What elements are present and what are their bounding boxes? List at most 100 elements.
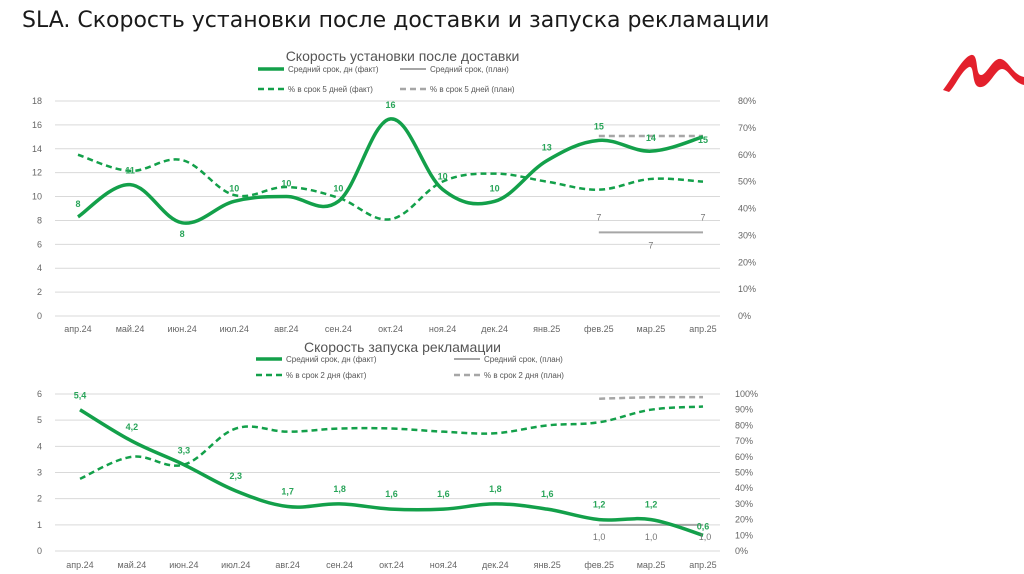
x-tick-label: янв.25 — [533, 324, 560, 334]
x-tick-label: окт.24 — [378, 324, 403, 334]
series-line-2 — [77, 153, 704, 221]
data-label: 1,7 — [281, 487, 294, 497]
y2-tick-label: 20% — [738, 257, 756, 267]
x-tick-label: июл.24 — [221, 560, 250, 570]
data-label: 4,2 — [126, 422, 139, 432]
data-label: 8 — [75, 199, 80, 209]
data-label: 2,3 — [229, 471, 242, 481]
data-label: 1,8 — [333, 484, 346, 494]
y-tick-label: 0 — [37, 311, 42, 321]
x-tick-label: июн.24 — [168, 324, 197, 334]
data-label: 10 — [333, 183, 343, 193]
legend-label: % в срок 2 дня (план) — [484, 371, 564, 380]
x-tick-label: дек.24 — [482, 560, 509, 570]
data-label: 3,3 — [178, 446, 191, 456]
brand-logo — [943, 54, 1024, 92]
data-label: 0,6 — [697, 521, 710, 531]
y-tick-label: 0 — [37, 546, 42, 556]
y-tick-label: 6 — [37, 389, 42, 399]
x-tick-label: апр.24 — [64, 324, 91, 334]
legend-item: % в срок 5 дней (план) — [400, 85, 515, 94]
chart-installation-speed: Скорость установки после доставкиСредний… — [32, 48, 756, 334]
y-tick-label: 5 — [37, 415, 42, 425]
logo-mark — [943, 54, 1024, 92]
data-label: 1,0 — [699, 532, 712, 542]
data-label: 16 — [385, 100, 395, 110]
data-label: 10 — [229, 183, 239, 193]
legend-label: Средний срок, (план) — [484, 355, 563, 364]
legend-item: Средний срок, дн (факт) — [258, 65, 379, 74]
x-tick-label: апр.25 — [689, 324, 716, 334]
x-tick-label: фев.25 — [584, 324, 614, 334]
y-tick-label: 6 — [37, 239, 42, 249]
data-label: 7 — [596, 212, 601, 222]
legend-item: % в срок 2 дня (факт) — [256, 371, 367, 380]
y2-tick-label: 30% — [735, 499, 753, 509]
x-tick-label: май.24 — [118, 560, 147, 570]
x-tick-label: апр.25 — [689, 560, 716, 570]
series-line-3 — [599, 395, 703, 400]
y2-tick-label: 0% — [735, 546, 748, 556]
x-tick-label: сен.24 — [325, 324, 352, 334]
y2-tick-label: 100% — [735, 389, 758, 399]
legend-label: Средний срок, дн (факт) — [288, 65, 379, 74]
chart-title: Скорость установки после доставки — [286, 48, 520, 64]
legend-label: % в срок 5 дней (план) — [430, 85, 515, 94]
y2-tick-label: 40% — [738, 204, 756, 214]
y2-tick-label: 40% — [735, 483, 753, 493]
data-label: 13 — [542, 143, 552, 153]
x-tick-label: авг.24 — [274, 324, 298, 334]
y-tick-label: 2 — [37, 287, 42, 297]
data-label: 1,6 — [437, 489, 450, 499]
data-label: 1,2 — [593, 500, 606, 510]
y2-tick-label: 70% — [735, 436, 753, 446]
x-tick-label: мар.25 — [637, 560, 666, 570]
x-tick-label: окт.24 — [379, 560, 404, 570]
x-tick-label: июн.24 — [169, 560, 198, 570]
legend-item: % в срок 5 дней (факт) — [258, 85, 373, 94]
y-tick-label: 8 — [37, 215, 42, 225]
data-label: 1,0 — [593, 532, 606, 542]
data-label: 1,6 — [541, 489, 554, 499]
data-label: 15 — [698, 135, 708, 145]
y2-tick-label: 90% — [735, 405, 753, 415]
data-label: 5,4 — [74, 391, 87, 401]
legend-label: % в срок 5 дней (факт) — [288, 85, 373, 94]
y-tick-label: 14 — [32, 144, 42, 154]
data-label: 14 — [646, 133, 656, 143]
y-tick-label: 10 — [32, 192, 42, 202]
page-title: SLA. Скорость установки после доставки и… — [22, 8, 770, 33]
series-line-0 — [76, 117, 704, 225]
x-tick-label: фев.25 — [584, 560, 614, 570]
y2-tick-label: 60% — [735, 452, 753, 462]
x-tick-label: ноя.24 — [429, 324, 456, 334]
x-tick-label: янв.25 — [534, 560, 561, 570]
x-tick-label: сен.24 — [326, 560, 353, 570]
legend-item: Средний срок, (план) — [454, 355, 563, 364]
legend-label: % в срок 2 дня (факт) — [286, 371, 367, 380]
legend-item: % в срок 2 дня (план) — [454, 371, 564, 380]
data-label: 8 — [180, 229, 185, 239]
y2-tick-label: 30% — [738, 230, 756, 240]
series-line-2 — [79, 405, 704, 480]
data-label: 15 — [594, 121, 604, 131]
x-tick-label: мар.25 — [637, 324, 666, 334]
data-label: 11 — [125, 166, 135, 176]
y-tick-label: 3 — [37, 468, 42, 478]
data-label: 1,0 — [645, 532, 658, 542]
x-tick-label: апр.24 — [66, 560, 93, 570]
chart-title: Скорость запуска рекламации — [304, 339, 501, 355]
y2-tick-label: 80% — [738, 96, 756, 106]
data-label: 10 — [438, 171, 448, 181]
legend-label: Средний срок, дн (факт) — [286, 355, 377, 364]
y-tick-label: 12 — [32, 168, 42, 178]
data-label: 1,8 — [489, 484, 502, 494]
data-label: 10 — [490, 183, 500, 193]
x-tick-label: ноя.24 — [430, 560, 457, 570]
x-tick-label: май.24 — [116, 324, 145, 334]
y2-tick-label: 70% — [738, 123, 756, 133]
legend-label: Средний срок, (план) — [430, 65, 509, 74]
y2-tick-label: 10% — [735, 530, 753, 540]
y2-tick-label: 0% — [738, 311, 751, 321]
y-tick-label: 1 — [37, 520, 42, 530]
